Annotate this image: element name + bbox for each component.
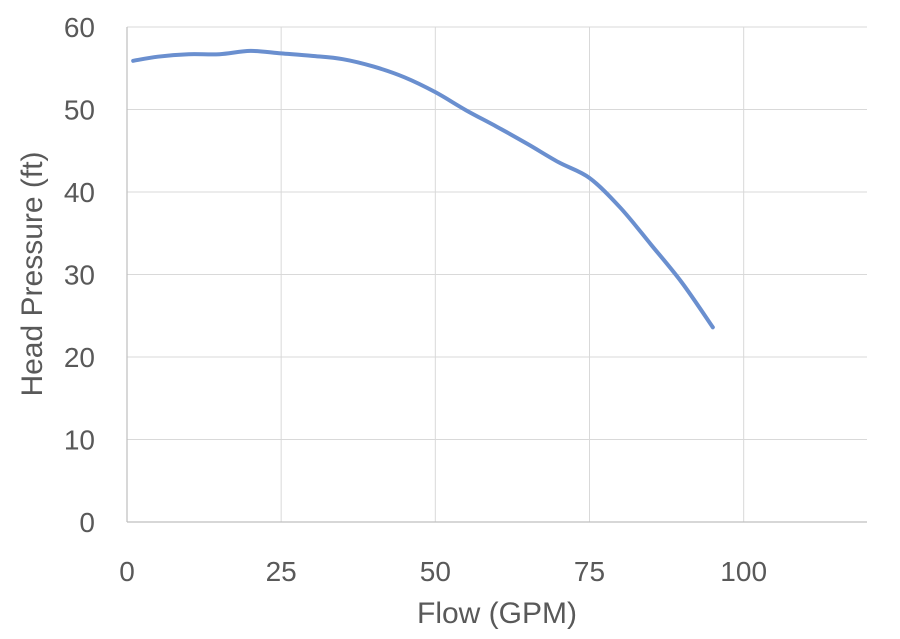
x-tick-label-75: 75 <box>574 556 605 587</box>
series-layer <box>131 48 715 330</box>
y-tick-label-50: 50 <box>64 95 95 126</box>
x-tick-label-100: 100 <box>720 556 767 587</box>
axes <box>126 27 867 523</box>
y-axis-title: Head Pressure (ft) <box>16 151 49 396</box>
y-tick-label-20: 20 <box>64 342 95 373</box>
gridlines <box>127 26 867 522</box>
y-tick-label-0: 0 <box>79 507 95 538</box>
x-tick-label-25: 25 <box>266 556 297 587</box>
y-tick-label-10: 10 <box>64 425 95 456</box>
y-tick-label-30: 30 <box>64 260 95 291</box>
x-tick-label-0: 0 <box>119 556 135 587</box>
y-tick-label-40: 40 <box>64 177 95 208</box>
x-tick-label-50: 50 <box>420 556 451 587</box>
series-line-0 <box>131 48 715 330</box>
tick-labels: 0 10 20 30 40 50 60 0 25 50 75 100 <box>64 12 767 587</box>
y-tick-label-60: 60 <box>64 12 95 43</box>
x-axis-title: Flow (GPM) <box>417 597 577 630</box>
